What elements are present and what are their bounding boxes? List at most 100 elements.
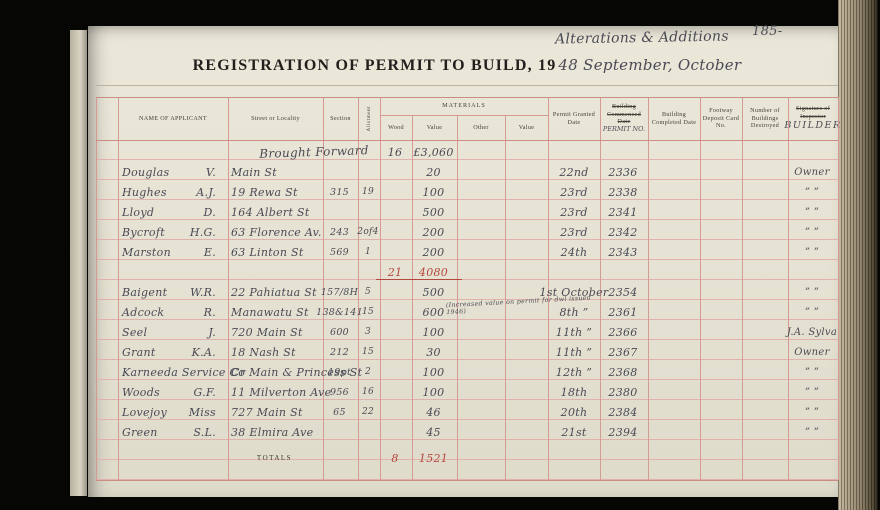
rule-line	[358, 97, 359, 480]
applicant-surname: Lloyd	[122, 205, 155, 219]
table-row-entry: Marston E. 63 Linton St 569 1 200 24th 2343 ” ”	[96, 242, 838, 262]
applicant-initials: H.G.	[189, 225, 216, 239]
rule-line	[228, 97, 229, 480]
rule-line	[380, 115, 548, 116]
street-locality: 19 Rewa St	[231, 185, 298, 199]
permit-granted-date: 11th ”	[555, 345, 593, 359]
permit-granted-date: 1st October	[539, 285, 609, 299]
rule-line	[96, 97, 97, 480]
applicant-name: Baigent W.R.	[116, 282, 222, 302]
applicant-surname: Marston	[122, 245, 171, 259]
builder-signature: Owner	[794, 166, 830, 178]
applicant-initials: A.J.	[196, 185, 216, 199]
rule-line	[648, 97, 649, 480]
value-amount: 200	[422, 225, 445, 239]
allotment-number: 2	[364, 367, 372, 377]
totals-label: TOTALS	[256, 454, 293, 462]
value-amount: 100	[422, 385, 445, 399]
applicant-surname: Woods	[122, 385, 160, 399]
permit-number: 2380	[608, 385, 638, 399]
rule-line	[323, 97, 324, 480]
builder-signature: ” ”	[804, 226, 820, 238]
street-locality: Main St	[231, 165, 277, 179]
page-stack-edge	[838, 0, 878, 510]
rule-line	[742, 97, 743, 480]
rule-line	[788, 97, 789, 480]
header-value-1: Value	[426, 123, 443, 131]
builder-signature: ” ”	[804, 366, 820, 378]
table-row-entry: Adcock R. Manawatu St 138&141 15 600 (Increase…	[96, 295, 838, 322]
permit-granted-date: 11th ”	[555, 325, 593, 339]
applicant-surname: Grant	[122, 345, 156, 359]
applicant-name: Bycroft H.G.	[116, 222, 222, 242]
applicant-surname: Lovejoy	[122, 405, 167, 419]
permit-number: 2342	[608, 225, 638, 239]
street-locality: 164 Albert St	[231, 205, 310, 219]
header-allotment: Allotment	[365, 105, 372, 132]
permit-granted-date: 20th	[560, 405, 588, 419]
value-amount: 100	[422, 365, 445, 379]
builder-signature: ” ”	[804, 406, 820, 418]
allotment-number: 5	[364, 287, 372, 297]
header-wood: Wood	[388, 123, 404, 131]
applicant-surname: Green	[122, 425, 158, 439]
permit-number: 2368	[608, 365, 638, 379]
builder-signature: Owner	[794, 346, 830, 358]
permit-granted-date: 24th	[560, 245, 588, 259]
rule-line	[96, 480, 838, 481]
applicant-name: Seel J.	[116, 322, 222, 342]
street-locality: 63 Linton St	[231, 245, 304, 259]
allotment-number: 22	[361, 407, 375, 417]
builder-signature: ” ”	[804, 306, 820, 318]
value-amount: 100	[422, 185, 445, 199]
applicant-surname: Douglas	[122, 165, 170, 179]
header-name: NAME OF APPLICANT	[138, 114, 207, 122]
subtotal-value: 4080	[418, 265, 449, 279]
header-permit-granted: Permit Granted Date	[552, 111, 596, 126]
allotment-number: 1	[364, 247, 372, 257]
header-section: Section	[330, 114, 351, 122]
applicant-name: Grant K.A.	[116, 342, 222, 362]
totals-wood: 8	[391, 451, 399, 465]
applicant-name: Douglas V.	[116, 162, 222, 182]
table-row-entry: Baigent W.R. 22 Pahiatua St 157/8H 5 500 1st O…	[96, 282, 838, 302]
value-amount: 500	[422, 285, 445, 299]
value-amount: £3,060	[413, 145, 454, 159]
applicant-surname: Adcock	[122, 305, 165, 319]
applicant-surname: Seel	[122, 325, 148, 339]
permit-number: 2338	[608, 185, 638, 199]
page-number: 185-	[752, 24, 783, 39]
permit-granted-date: 23rd	[560, 225, 588, 239]
section-number: 212	[329, 346, 350, 358]
table-row-entry: Karneeda Service Co Cr Main & Princess St…	[96, 362, 838, 382]
subtotal-wood: 21	[387, 265, 403, 279]
table-row-subtotal: 21 4080	[96, 262, 838, 282]
page-title: REGISTRATION OF PERMIT TO BUILD, 19 48 Se…	[96, 56, 838, 75]
header-materials: MATERIALS	[442, 102, 486, 110]
page-title-handwritten: 48 September, October	[558, 56, 742, 74]
header-other: Other	[473, 123, 489, 131]
builder-signature: ” ”	[804, 206, 820, 218]
applicant-initials: V.	[205, 165, 216, 179]
value-amount: 46	[426, 405, 441, 419]
rule-line	[700, 97, 701, 480]
table-row-brought: Brought Forward 16 £3,060	[96, 142, 838, 162]
applicant-initials: D.	[203, 205, 216, 219]
permit-granted-date: 8th ”	[559, 305, 589, 319]
table-row-entry: Lloyd D. 164 Albert St 500 23rd 2341 ” ”	[96, 202, 838, 222]
builder-signature: J.A. Sylva	[786, 326, 838, 338]
section-number: 956	[329, 386, 350, 398]
street-locality: 22 Pahiatua St	[231, 285, 317, 299]
permit-number: 2341	[608, 205, 638, 219]
permit-granted-date: 21st	[561, 425, 587, 439]
applicant-surname: Bycroft	[122, 225, 165, 239]
rule-line	[548, 97, 549, 480]
street-locality: 38 Elmira Ave	[231, 425, 314, 439]
applicant-name: Lovejoy Miss	[116, 402, 222, 422]
rule-line	[457, 115, 458, 480]
permit-number: 2361	[608, 305, 638, 319]
applicant-initials: R.	[203, 305, 216, 319]
totals-value: 1521	[418, 451, 449, 465]
builder-signature: ” ”	[804, 186, 820, 198]
rule-line	[838, 97, 839, 480]
